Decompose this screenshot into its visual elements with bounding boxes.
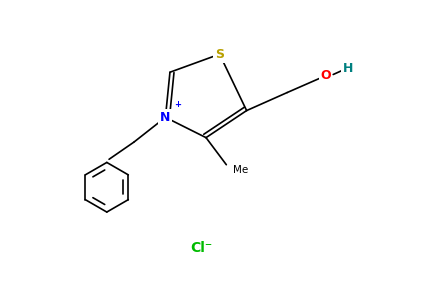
Text: Cl⁻: Cl⁻ (190, 241, 212, 255)
Text: +: + (174, 100, 181, 109)
Text: S: S (215, 48, 224, 61)
Text: H: H (342, 62, 353, 75)
Text: O: O (319, 69, 330, 82)
Text: N: N (160, 111, 170, 124)
Text: Me: Me (233, 165, 248, 175)
